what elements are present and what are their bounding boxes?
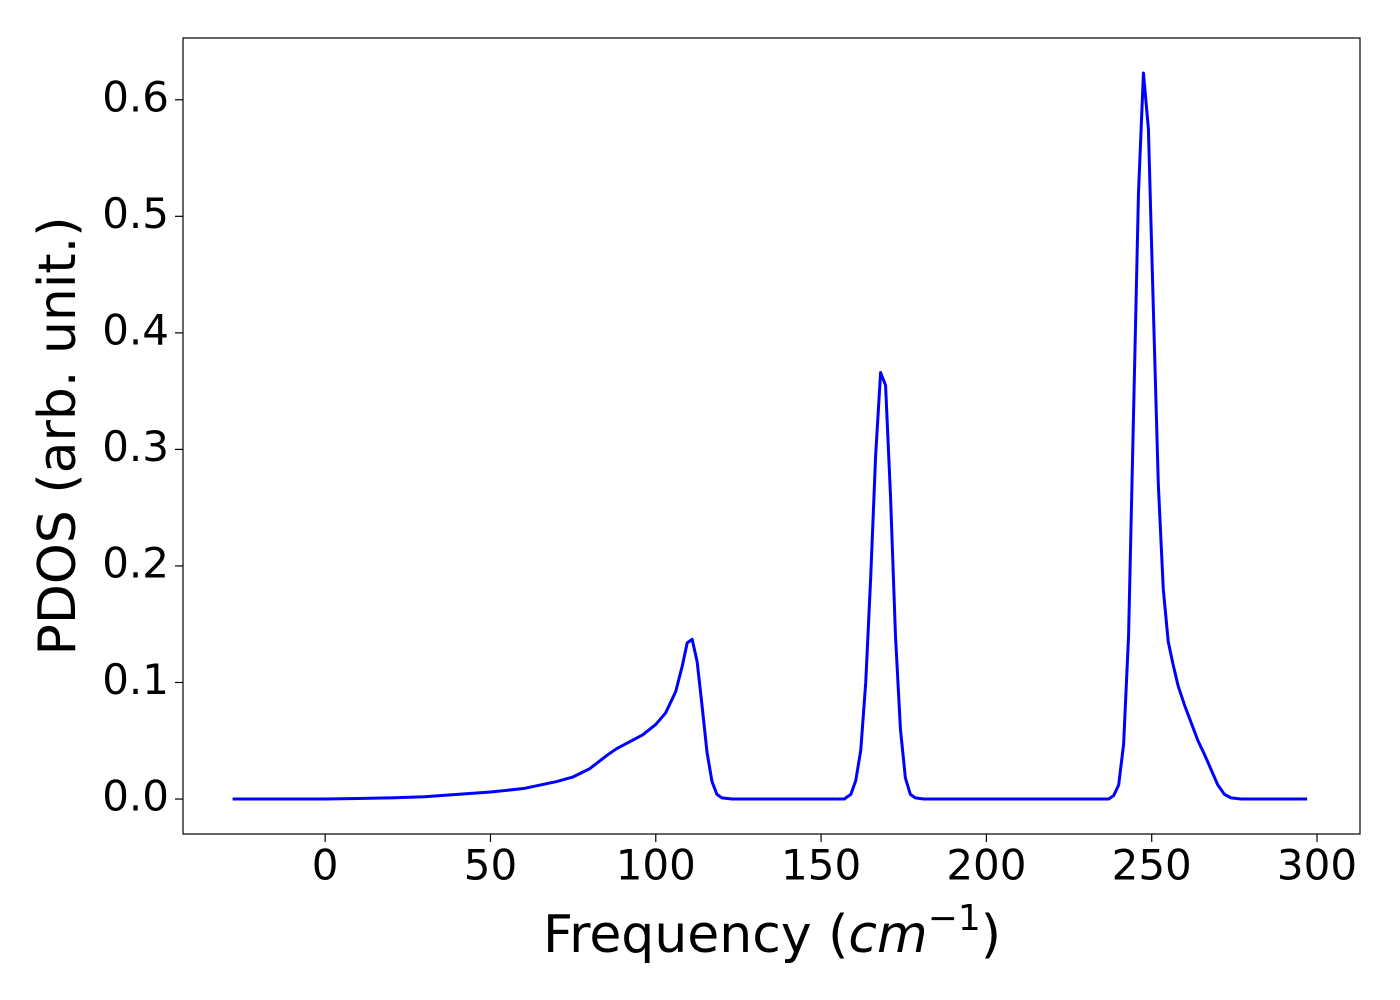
x-label-math: cm bbox=[848, 905, 927, 965]
y-tick-label: 0.3 bbox=[102, 422, 169, 471]
y-axis-label: PDOS (arb. unit.) bbox=[28, 216, 88, 655]
x-label-part: Frequency ( bbox=[543, 905, 848, 965]
y-tick-label: 0.1 bbox=[102, 655, 169, 704]
x-axis-label: Frequency (cm−1) bbox=[543, 898, 1001, 965]
x-tick-label: 200 bbox=[946, 841, 1026, 890]
y-tick-label: 0.6 bbox=[102, 72, 169, 121]
x-tick-label: 150 bbox=[781, 841, 861, 890]
x-label-part: ) bbox=[981, 905, 1001, 965]
plot-frame bbox=[182, 37, 1361, 835]
data-line bbox=[232, 71, 1308, 801]
y-tick-label: 0.5 bbox=[102, 189, 169, 238]
x-tick-label: 50 bbox=[464, 841, 517, 890]
x-tick-label: 300 bbox=[1277, 841, 1357, 890]
y-tick-label: 0.2 bbox=[102, 538, 169, 587]
y-tick-label: 0.4 bbox=[102, 305, 169, 354]
x-tick-label: 100 bbox=[616, 841, 696, 890]
x-label-sup: −1 bbox=[928, 898, 981, 939]
x-tick-label: 0 bbox=[312, 841, 339, 890]
y-tick-label: 0.0 bbox=[102, 772, 169, 821]
x-tick-label: 250 bbox=[1112, 841, 1192, 890]
